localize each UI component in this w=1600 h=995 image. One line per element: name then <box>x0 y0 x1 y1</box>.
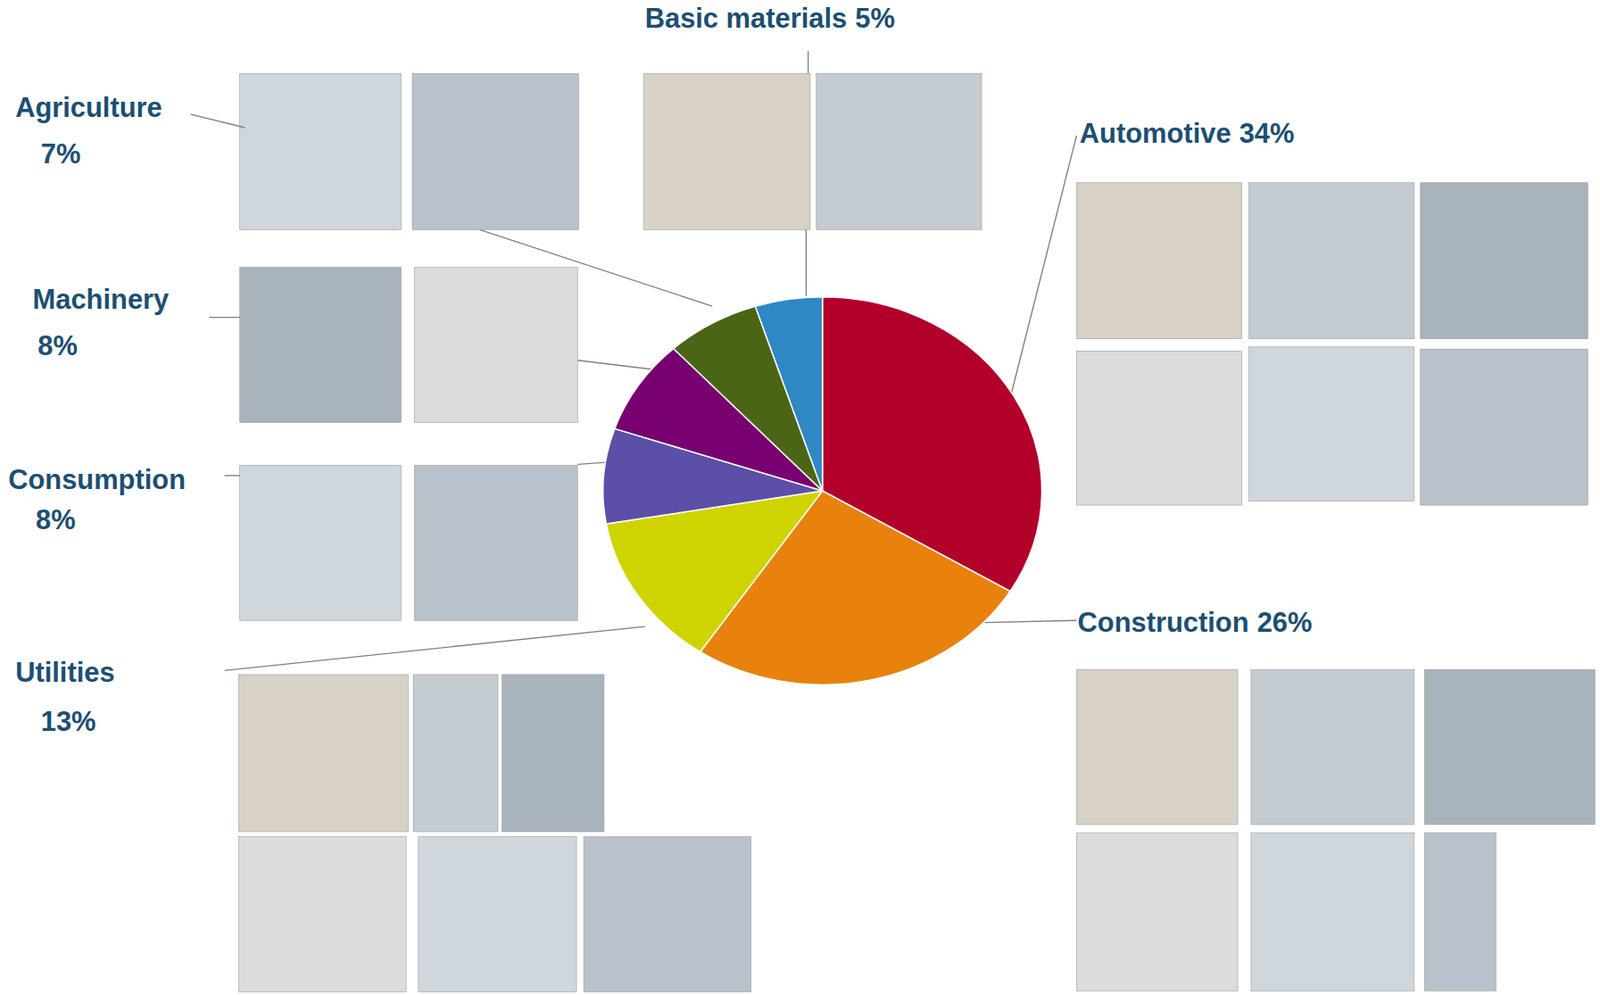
photo <box>412 73 579 230</box>
category-label: Automotive <box>1079 117 1232 150</box>
leader-line <box>807 50 809 74</box>
photo <box>414 464 578 621</box>
value-label: 13% <box>41 705 97 738</box>
category-label: Consumption <box>8 464 186 496</box>
leader-line <box>224 474 241 476</box>
photo <box>240 464 402 621</box>
photo <box>644 73 811 230</box>
value-label: 34% <box>1239 117 1295 150</box>
photo <box>1076 669 1238 825</box>
photo <box>1420 182 1589 340</box>
photo <box>418 837 577 993</box>
photo <box>240 73 402 230</box>
category-label: Agriculture <box>15 91 163 124</box>
slice-label: Construction26% <box>1077 606 1313 639</box>
pie-slice <box>754 297 822 491</box>
category-label: Construction <box>1077 606 1250 639</box>
leader-line <box>224 626 646 671</box>
photo <box>413 674 498 832</box>
leader-line <box>984 620 1077 622</box>
photo <box>816 73 982 230</box>
category-label: Machinery <box>33 283 170 316</box>
labels: Automotive34% Construction26% Utilities 13%… <box>8 2 1312 738</box>
photo <box>1424 669 1595 825</box>
photo <box>1251 669 1415 825</box>
value-label: 7% <box>41 138 82 170</box>
photo <box>502 674 605 832</box>
photo <box>1249 347 1415 502</box>
photo <box>1249 182 1415 340</box>
chart: Automotive34% Construction26% Utilities 13%… <box>0 0 1600 995</box>
slice-label: Automotive34% <box>1079 117 1295 150</box>
photo <box>1420 348 1589 506</box>
photo <box>1076 832 1238 991</box>
leader-line <box>208 316 240 318</box>
leader-line <box>805 229 807 296</box>
leader-line <box>190 114 246 128</box>
leader-line <box>1010 135 1077 398</box>
photo <box>239 837 407 993</box>
photo <box>1076 182 1242 340</box>
category-label: Utilities <box>15 656 115 689</box>
photo <box>1076 350 1242 506</box>
slice-label: Basic materials5% <box>645 2 896 34</box>
photo <box>1424 832 1496 991</box>
value-label: 26% <box>1257 606 1313 639</box>
value-label: 8% <box>37 330 78 362</box>
photo <box>1251 832 1415 991</box>
photo <box>414 267 578 423</box>
value-label: 5% <box>854 2 896 34</box>
pie <box>603 297 1043 686</box>
leader-line <box>577 360 654 370</box>
photo <box>239 674 409 832</box>
photo <box>240 267 402 423</box>
category-label: Basic materials <box>645 2 847 34</box>
value-label: 8% <box>35 504 76 536</box>
leader-line <box>479 229 713 307</box>
photos <box>239 73 1596 992</box>
photo <box>583 837 752 993</box>
